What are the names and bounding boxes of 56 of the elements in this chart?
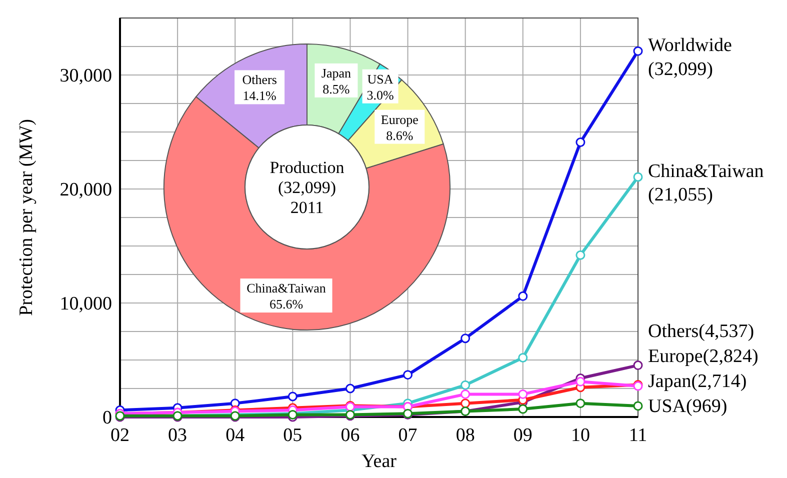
x-tick-label: 06 bbox=[340, 425, 360, 446]
y-tick-label: 30,000 bbox=[60, 66, 112, 87]
series-label: China&Taiwan bbox=[648, 160, 764, 182]
y-tick-label: 20,000 bbox=[60, 180, 112, 201]
x-tick-label: 09 bbox=[513, 425, 532, 446]
data-label: (32,099) bbox=[648, 58, 713, 80]
point bbox=[460, 389, 470, 399]
slice-label: Japan bbox=[321, 65, 352, 80]
slice-label: USA bbox=[367, 71, 394, 86]
annotation: Production bbox=[270, 158, 345, 177]
y-tick-label: 0 bbox=[102, 408, 112, 429]
x-tick-label: 11 bbox=[628, 425, 648, 446]
data-label: 14.1% bbox=[242, 88, 276, 104]
point bbox=[345, 384, 355, 394]
data-label: 3.0% bbox=[366, 87, 394, 102]
annotation: (32,099) bbox=[278, 178, 336, 197]
text: Europe(2,824) bbox=[648, 346, 758, 367]
point bbox=[576, 250, 586, 260]
point bbox=[460, 334, 470, 344]
point bbox=[518, 389, 528, 399]
point bbox=[576, 138, 586, 148]
data-label: 8.6% bbox=[386, 128, 414, 143]
x-axis-title: Year bbox=[361, 451, 398, 472]
text: Others(4,537) bbox=[648, 320, 754, 342]
point bbox=[403, 370, 413, 380]
point bbox=[518, 404, 528, 414]
slice-label: China&Taiwan bbox=[246, 280, 326, 296]
point bbox=[633, 360, 643, 370]
annotation: 2011 bbox=[290, 198, 324, 217]
slice-label: Others bbox=[242, 72, 277, 88]
text: Japan(2,714) bbox=[648, 370, 747, 392]
point bbox=[633, 401, 643, 411]
point bbox=[633, 172, 643, 182]
point bbox=[576, 398, 586, 408]
series-label: Worldwide bbox=[648, 35, 732, 56]
point bbox=[460, 380, 470, 390]
x-tick-label: 05 bbox=[283, 425, 302, 446]
slice-label: Europe bbox=[380, 112, 419, 127]
x-tick-label: 02 bbox=[110, 425, 130, 446]
point bbox=[288, 392, 298, 402]
data-label: 65.6% bbox=[269, 296, 304, 312]
y-axis-title: Protection per year (MW) bbox=[16, 119, 37, 316]
point bbox=[633, 46, 643, 56]
point bbox=[460, 398, 470, 408]
x-tick-label: 10 bbox=[570, 425, 590, 446]
x-tick-label: 04 bbox=[226, 425, 246, 446]
data-label: (21,055) bbox=[648, 184, 713, 206]
point bbox=[518, 291, 528, 301]
y-tick-label: 10,000 bbox=[60, 294, 112, 315]
x-tick-label: 08 bbox=[456, 425, 475, 446]
point bbox=[518, 352, 528, 362]
data-label: 8.5% bbox=[322, 81, 350, 96]
point bbox=[576, 376, 586, 386]
text: USA(969) bbox=[648, 396, 728, 417]
x-tick-label: 07 bbox=[398, 425, 418, 446]
x-tick-label: 03 bbox=[168, 425, 188, 446]
